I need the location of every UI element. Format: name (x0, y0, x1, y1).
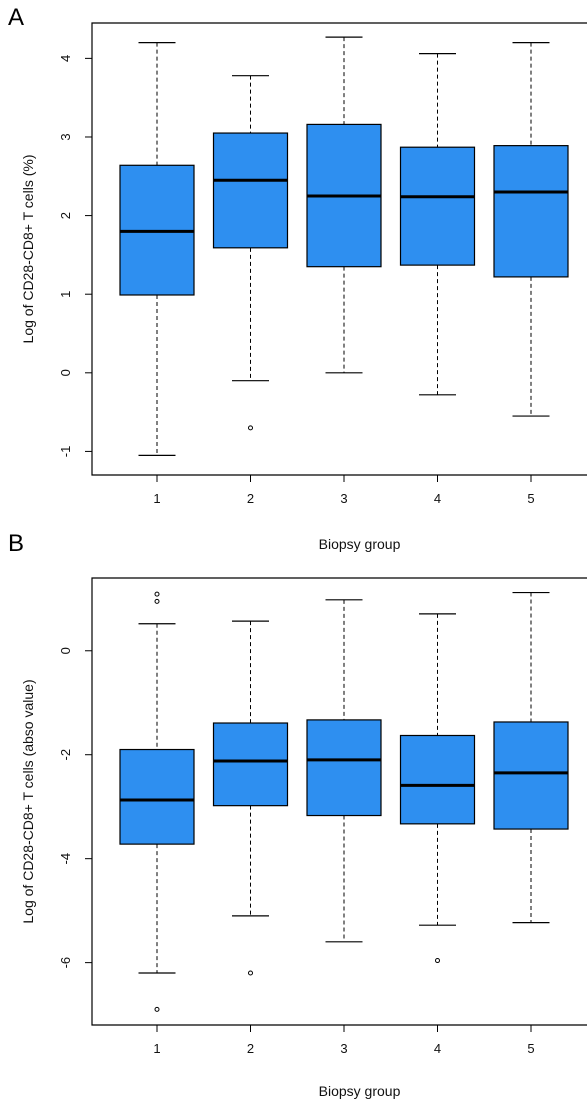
plot-frame (91, 22, 587, 476)
box-group-3 (306, 36, 382, 374)
panel-a-letter: A (8, 4, 25, 31)
iqr-box (493, 721, 569, 830)
x-tick-label: 2 (247, 491, 254, 506)
y-tick-label: 3 (58, 133, 73, 140)
iqr-box (493, 145, 569, 278)
y-tick-label: 0 (58, 369, 73, 376)
iqr-box (212, 722, 289, 807)
outlier-point (435, 958, 440, 964)
box-group-4 (399, 53, 476, 396)
x-tick-label: 4 (434, 491, 441, 506)
x-tick-label: 2 (247, 1041, 254, 1056)
y-tick-label: 2 (58, 212, 73, 219)
box-group-5 (493, 42, 569, 417)
box-group-1 (119, 42, 195, 456)
x-tick-label: 1 (153, 1041, 160, 1056)
outlier-point (154, 1006, 160, 1012)
box-group-3 (306, 599, 382, 943)
box-group-4 (399, 613, 476, 964)
x-tick-label: 3 (340, 1041, 347, 1056)
outlier-point (248, 425, 253, 431)
iqr-box (119, 748, 195, 845)
x-tick-label: 5 (527, 491, 534, 506)
y-axis-label: Log of CD28-CD8+ T cells (abso value) (20, 679, 36, 923)
box-group-5 (493, 591, 569, 924)
x-axis-label: Biopsy group (319, 1083, 401, 1099)
y-tick-label: -6 (58, 957, 73, 969)
iqr-box (212, 132, 289, 249)
y-tick-label: -4 (58, 853, 73, 865)
y-axis-label: Log of CD28-CD8+ T cells (%) (20, 155, 36, 344)
iqr-box (399, 734, 476, 825)
y-tick-label: -1 (58, 446, 73, 458)
box-group-2 (212, 620, 289, 976)
y-tick-label: 1 (58, 291, 73, 298)
outlier-point (154, 591, 160, 597)
y-tick-label: 0 (58, 647, 73, 654)
y-tick-label: -2 (58, 749, 73, 761)
x-tick-label: 5 (527, 1041, 534, 1056)
x-tick-label: 1 (153, 491, 160, 506)
y-tick-label: 4 (58, 55, 73, 62)
outlier-point (248, 970, 253, 976)
box-group-2 (212, 75, 289, 431)
x-axis-label: Biopsy group (319, 536, 401, 552)
panel-b-letter: B (8, 530, 25, 557)
outlier-point (154, 598, 160, 604)
plot-frame (91, 577, 587, 1026)
x-tick-label: 3 (340, 491, 347, 506)
iqr-box (306, 719, 382, 817)
x-tick-label: 4 (434, 1041, 441, 1056)
iqr-box (399, 146, 476, 266)
box-group-1 (119, 591, 195, 1012)
